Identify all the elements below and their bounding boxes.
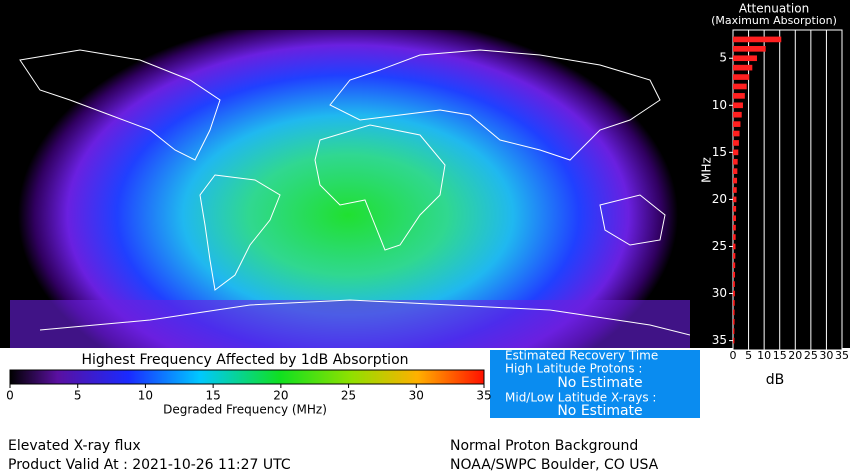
bar	[733, 290, 735, 297]
bar	[733, 46, 766, 52]
bar	[733, 215, 736, 222]
bar	[733, 36, 782, 43]
colorbar-tick-label: 0	[6, 389, 14, 403]
recovery-label: Mid/Low Latitude X-rays :	[505, 391, 656, 405]
map	[10, 30, 690, 348]
colorbar-tick-label: 30	[409, 389, 424, 403]
x-tick-label: 35	[835, 349, 849, 362]
bar	[733, 111, 742, 118]
recovery-box	[490, 350, 700, 418]
x-tick-label: 10	[757, 349, 771, 362]
colorbar-title: Highest Frequency Affected by 1dB Absorp…	[81, 352, 408, 368]
recovery-label: High Latitude Protons :	[505, 362, 642, 376]
bar	[733, 74, 750, 80]
coastlines	[19, 49, 690, 336]
recovery-value: No Estimate	[557, 375, 642, 391]
y-tick-label: 30	[712, 286, 727, 300]
bar	[733, 64, 753, 71]
colorbar-tick-label: 5	[74, 389, 82, 403]
colorbar-tick-label: 15	[206, 389, 221, 403]
bar	[733, 206, 737, 212]
colorbar-tick-label: 20	[273, 389, 288, 403]
bar	[733, 140, 739, 146]
bar	[733, 168, 738, 174]
bar	[733, 309, 735, 316]
colorbar-tick-label: 35	[476, 389, 491, 403]
recovery-value: No Estimate	[557, 403, 642, 419]
bar	[733, 262, 736, 269]
x-tick-label: 25	[804, 349, 818, 362]
chart-title: Attenuation	[739, 2, 809, 16]
bar	[733, 83, 747, 90]
colorbar	[9, 369, 485, 385]
bar	[733, 158, 738, 165]
x-tick-label: 5	[745, 349, 752, 362]
x-axis-label: dB	[766, 372, 785, 388]
y-tick-label: 35	[712, 333, 727, 347]
bar	[733, 281, 735, 287]
footer-text: Product Valid At : 2021-10-26 11:27 UTC	[8, 457, 291, 473]
y-tick-label: 5	[719, 51, 727, 65]
x-tick-label: 15	[773, 349, 787, 362]
chart-subtitle: (Maximum Absorption)	[711, 14, 837, 27]
bar	[733, 93, 745, 99]
bar	[733, 102, 743, 109]
y-tick-label: 20	[712, 192, 727, 206]
south-band	[10, 300, 690, 348]
bar	[733, 130, 740, 137]
colorbar-tick-label: 10	[138, 389, 153, 403]
y-tick-label: 25	[712, 239, 727, 253]
footer-text: Normal Proton Background	[450, 438, 638, 454]
footer-text: NOAA/SWPC Boulder, CO USA	[450, 457, 659, 473]
footer-text: Elevated X-ray flux	[8, 438, 141, 454]
y-tick-label: 10	[712, 98, 727, 112]
bar	[733, 196, 737, 203]
bar	[733, 234, 736, 240]
bar	[733, 271, 736, 278]
bar	[733, 253, 736, 259]
x-tick-label: 20	[788, 349, 802, 362]
x-tick-label: 30	[819, 349, 833, 362]
bar	[733, 55, 757, 62]
bar	[733, 328, 735, 334]
bar	[733, 337, 735, 344]
absorption-dome	[18, 30, 678, 348]
bar	[733, 149, 739, 156]
bar	[733, 177, 738, 184]
y-axis-label: MHz	[700, 157, 714, 183]
bar	[733, 300, 735, 306]
colorbar-label: Degraded Frequency (MHz)	[163, 403, 327, 417]
bar	[733, 121, 741, 127]
bar	[733, 318, 735, 325]
bar	[733, 224, 736, 231]
plot-area	[732, 29, 843, 351]
y-tick-label: 15	[712, 145, 727, 159]
x-tick-label: 0	[730, 349, 737, 362]
colorbar-tick-label: 25	[341, 389, 356, 403]
bar	[733, 187, 737, 193]
recovery-title: Estimated Recovery Time	[505, 349, 658, 363]
bar	[733, 243, 736, 250]
